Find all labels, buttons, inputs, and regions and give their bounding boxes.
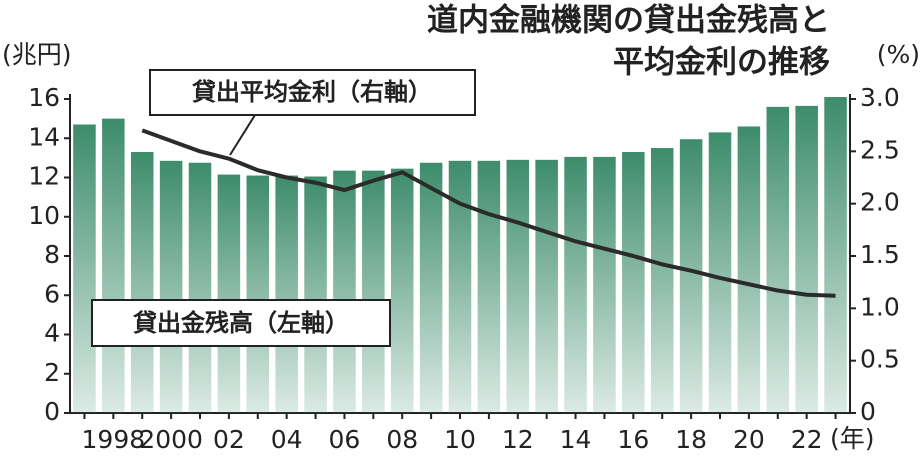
bar <box>275 175 298 413</box>
x-tick-label: 20 <box>733 425 765 454</box>
bar <box>333 170 356 413</box>
bar <box>217 174 241 413</box>
legend-label: 貸出平均金利（右軸） <box>192 78 432 106</box>
bar <box>477 160 501 413</box>
bar <box>246 175 270 413</box>
chart-title: 道内金融機関の貸出金残高と <box>427 3 830 39</box>
y-axis-label: (兆円) <box>2 40 72 69</box>
y-tick-label: 2 <box>44 358 60 387</box>
x-tick-label: 2000 <box>139 425 203 454</box>
y2-tick-label: 1.0 <box>860 292 900 321</box>
bar <box>824 97 847 413</box>
x-tick-label: 06 <box>329 425 361 454</box>
x-tick-label: 04 <box>271 425 303 454</box>
x-tick-label: 18 <box>675 425 707 454</box>
bar <box>564 156 587 414</box>
x-tick-label: 16 <box>617 425 649 454</box>
x-tick-label: 22 <box>791 425 823 454</box>
bar <box>622 151 645 414</box>
bar <box>390 168 414 413</box>
bar <box>506 159 530 413</box>
x-tick-label: 08 <box>386 425 418 454</box>
y2-tick-label: 2.5 <box>860 135 900 164</box>
y2-tick-label: 2.0 <box>860 188 900 217</box>
x-tick-label: 1998 <box>82 425 146 454</box>
y-tick-label: 10 <box>28 201 60 230</box>
x-tick-label: 14 <box>560 425 592 454</box>
bar <box>766 106 790 413</box>
y-tick-label: 0 <box>44 397 60 426</box>
chart-title: 平均金利の推移 <box>613 45 830 81</box>
bar <box>593 156 616 414</box>
bar <box>304 176 327 413</box>
bar <box>102 118 125 413</box>
line <box>141 128 836 298</box>
bar <box>708 132 732 414</box>
y-tick-label: 12 <box>28 162 60 191</box>
bar <box>650 148 674 413</box>
y-tick-label: 16 <box>28 83 60 112</box>
x-tick-label: 02 <box>213 425 245 454</box>
y-tick-label: 6 <box>44 279 60 308</box>
bar <box>130 151 154 414</box>
y2-axis-label: (%) <box>877 40 920 69</box>
bar <box>188 162 212 413</box>
y2-tick-label: 1.5 <box>860 240 900 269</box>
bar <box>535 159 558 413</box>
bar <box>679 139 703 413</box>
bar <box>159 160 183 413</box>
x-axis-label: (年) <box>830 424 875 453</box>
bar <box>73 124 96 413</box>
y-tick-label: 4 <box>44 319 60 348</box>
bar <box>795 105 818 414</box>
y-tick-label: 14 <box>28 122 60 151</box>
y2-tick-label: 0 <box>860 397 876 426</box>
legend-box <box>91 299 391 347</box>
y-tick-label: 8 <box>44 240 60 269</box>
callout-line <box>229 114 256 156</box>
y2-tick-label: 3.0 <box>860 83 900 112</box>
bar <box>737 126 761 413</box>
legend-box <box>149 69 476 116</box>
bar <box>448 160 472 413</box>
legend-label: 貸出金残高（左軸） <box>133 309 349 337</box>
bar <box>362 170 385 413</box>
y2-tick-label: 0.5 <box>860 345 900 374</box>
x-tick-label: 10 <box>444 425 476 454</box>
bar <box>419 162 443 413</box>
x-tick-label: 12 <box>502 425 534 454</box>
